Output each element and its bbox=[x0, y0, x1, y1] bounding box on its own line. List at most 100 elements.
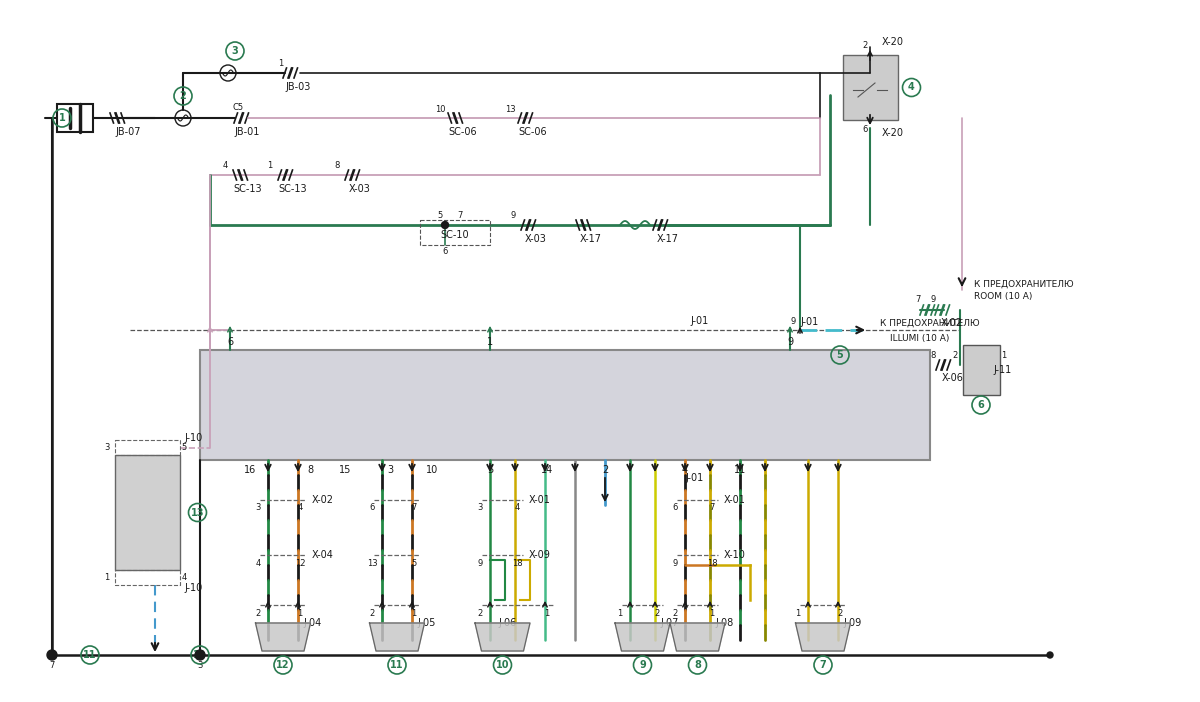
Text: J-06: J-06 bbox=[498, 618, 516, 628]
Text: 2: 2 bbox=[256, 609, 260, 618]
Text: 4: 4 bbox=[298, 503, 302, 512]
Text: 7: 7 bbox=[709, 503, 715, 512]
Text: J-01: J-01 bbox=[690, 316, 708, 326]
Polygon shape bbox=[796, 623, 851, 651]
Text: X-04: X-04 bbox=[312, 550, 334, 560]
Text: 1: 1 bbox=[298, 609, 302, 618]
Text: 1: 1 bbox=[104, 574, 109, 583]
Text: 1: 1 bbox=[487, 337, 493, 347]
Text: 8: 8 bbox=[930, 350, 936, 359]
Text: 1: 1 bbox=[545, 609, 550, 618]
Text: 2: 2 bbox=[180, 91, 186, 101]
Text: 8: 8 bbox=[694, 660, 701, 670]
Text: 13: 13 bbox=[367, 559, 377, 567]
Text: X-02: X-02 bbox=[941, 318, 964, 328]
Text: 9: 9 bbox=[478, 559, 482, 567]
Text: 18: 18 bbox=[707, 559, 718, 567]
Text: C5: C5 bbox=[233, 103, 244, 112]
Text: 1: 1 bbox=[268, 161, 272, 171]
Text: 11: 11 bbox=[734, 465, 746, 475]
Text: ILLUMI (10 А): ILLUMI (10 А) bbox=[890, 333, 949, 343]
Bar bbox=[862, 103, 878, 111]
Text: J-05: J-05 bbox=[418, 618, 436, 628]
Text: 2: 2 bbox=[953, 350, 958, 359]
Text: 4: 4 bbox=[256, 559, 260, 567]
Text: X-01: X-01 bbox=[529, 495, 551, 505]
Text: JB-01: JB-01 bbox=[234, 127, 259, 137]
Text: 6: 6 bbox=[863, 126, 868, 135]
Text: 14: 14 bbox=[541, 465, 553, 475]
Text: 18: 18 bbox=[511, 559, 522, 567]
Text: 1: 1 bbox=[709, 609, 715, 618]
Text: 11: 11 bbox=[83, 650, 97, 660]
Text: X-20: X-20 bbox=[882, 128, 904, 138]
Text: 4: 4 bbox=[515, 503, 520, 512]
Text: X-17: X-17 bbox=[580, 234, 602, 244]
Text: 5: 5 bbox=[836, 350, 844, 360]
Circle shape bbox=[1046, 652, 1054, 658]
Text: 13: 13 bbox=[191, 508, 204, 517]
Text: X-17: X-17 bbox=[658, 234, 679, 244]
Text: 6: 6 bbox=[227, 337, 233, 347]
Text: X-10: X-10 bbox=[724, 550, 746, 560]
Text: 7: 7 bbox=[412, 503, 416, 512]
Text: J-01: J-01 bbox=[800, 317, 818, 327]
Text: 4: 4 bbox=[182, 574, 187, 583]
Text: 16: 16 bbox=[244, 465, 256, 475]
Text: 1: 1 bbox=[59, 113, 65, 123]
Text: J-07: J-07 bbox=[660, 618, 678, 628]
Text: 1: 1 bbox=[796, 609, 800, 618]
Text: 10: 10 bbox=[496, 660, 509, 670]
Text: 2: 2 bbox=[602, 465, 608, 475]
Text: X-03: X-03 bbox=[526, 234, 547, 244]
Text: J-10: J-10 bbox=[185, 433, 203, 443]
Text: 4: 4 bbox=[908, 83, 914, 93]
Text: 9: 9 bbox=[787, 337, 793, 347]
Circle shape bbox=[442, 222, 449, 228]
Text: 6: 6 bbox=[672, 503, 678, 512]
Text: 11: 11 bbox=[390, 660, 403, 670]
Text: 8: 8 bbox=[335, 161, 340, 171]
Text: 2: 2 bbox=[863, 41, 868, 50]
Text: ROOM (10 А): ROOM (10 А) bbox=[974, 293, 1032, 301]
Text: J-11: J-11 bbox=[994, 365, 1012, 375]
Text: К ПРЕДОХРАНИТЕЛЮ: К ПРЕДОХРАНИТЕЛЮ bbox=[880, 319, 979, 328]
Polygon shape bbox=[475, 623, 530, 651]
Text: 5: 5 bbox=[487, 465, 493, 475]
Circle shape bbox=[194, 650, 205, 660]
Text: 7: 7 bbox=[820, 660, 827, 670]
Text: 12: 12 bbox=[295, 559, 305, 567]
Text: J-10: J-10 bbox=[185, 583, 203, 593]
Text: SC-13: SC-13 bbox=[234, 184, 263, 194]
Bar bbox=[114, 455, 180, 570]
Bar bbox=[964, 345, 1000, 395]
Text: 3: 3 bbox=[386, 465, 394, 475]
Circle shape bbox=[47, 650, 58, 660]
Text: К ПРЕДОХРАНИТЕЛЮ: К ПРЕДОХРАНИТЕЛЮ bbox=[974, 279, 1074, 289]
Text: 4: 4 bbox=[682, 465, 688, 475]
Text: SC-06: SC-06 bbox=[449, 127, 478, 137]
Text: 9: 9 bbox=[510, 211, 516, 220]
Text: X-20: X-20 bbox=[882, 37, 904, 47]
Text: 9: 9 bbox=[640, 660, 646, 670]
Text: 2: 2 bbox=[370, 609, 374, 618]
Text: 3: 3 bbox=[232, 46, 239, 56]
Text: 15: 15 bbox=[338, 465, 352, 475]
Text: 5: 5 bbox=[182, 444, 187, 453]
Text: 2: 2 bbox=[672, 609, 678, 618]
Text: 3: 3 bbox=[478, 503, 482, 512]
Text: JB-07: JB-07 bbox=[115, 127, 140, 137]
Text: 3: 3 bbox=[197, 661, 203, 670]
Text: 2: 2 bbox=[654, 609, 660, 618]
Polygon shape bbox=[370, 623, 425, 651]
Text: SC-13: SC-13 bbox=[278, 184, 307, 194]
Text: 6: 6 bbox=[370, 503, 374, 512]
Text: 7: 7 bbox=[457, 211, 463, 220]
Text: 2: 2 bbox=[478, 609, 482, 618]
Text: 1: 1 bbox=[617, 609, 623, 618]
Text: 1: 1 bbox=[412, 609, 416, 618]
Text: J-08: J-08 bbox=[715, 618, 733, 628]
Text: 9: 9 bbox=[791, 317, 796, 326]
Polygon shape bbox=[256, 623, 311, 651]
Text: 6: 6 bbox=[978, 400, 984, 410]
